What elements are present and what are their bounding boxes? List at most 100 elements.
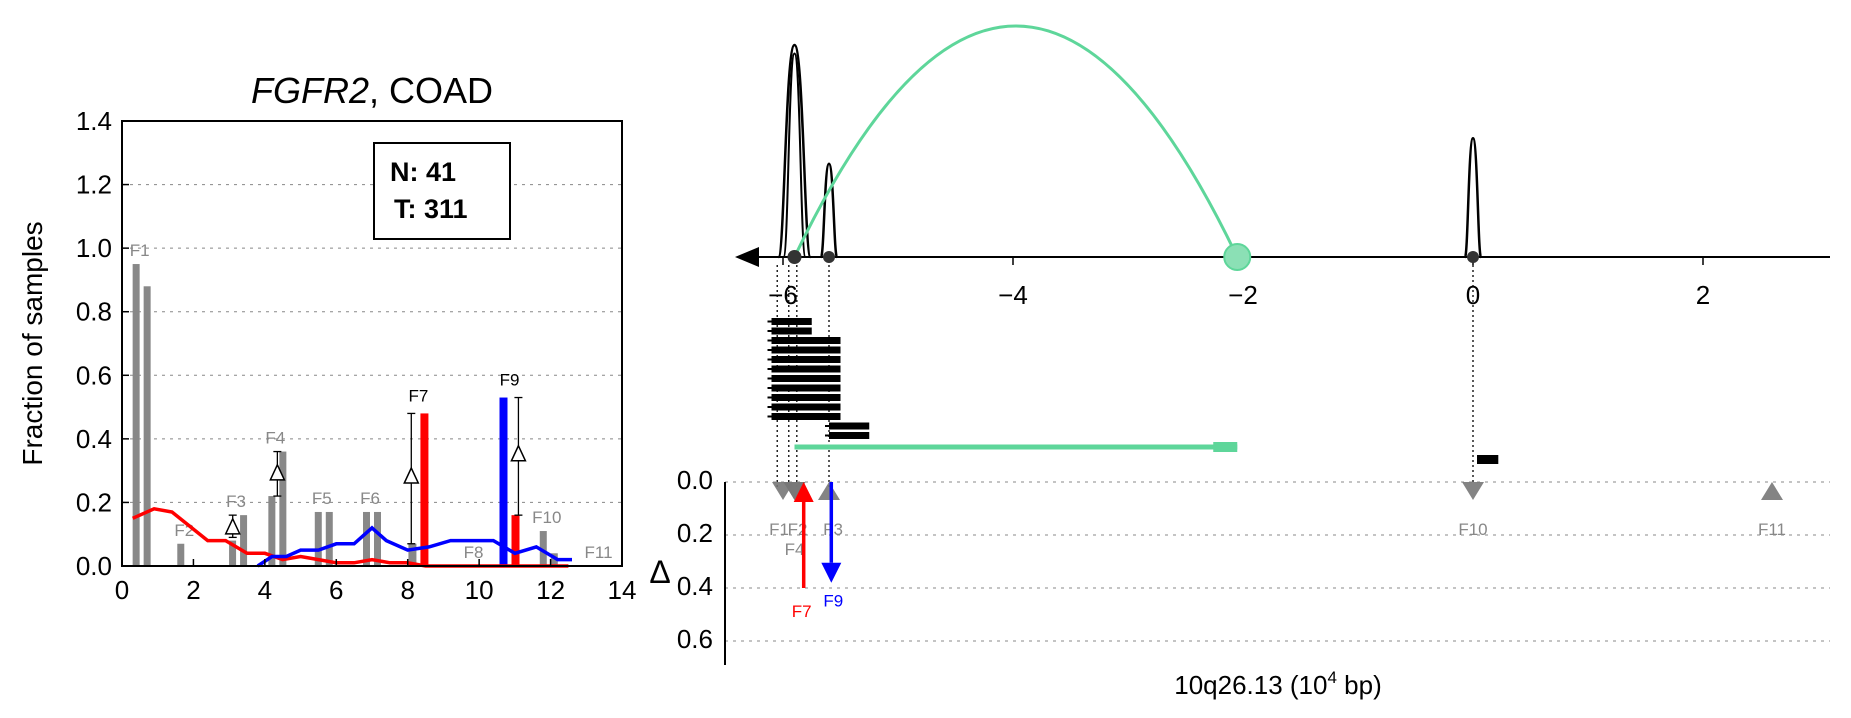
y-tick-label: 0.4 [76,424,112,454]
strand-arrow-icon [735,247,759,267]
sample-count-box: N: 41 T: 311 [373,142,511,240]
x-tick-label: 10 [465,575,494,605]
normal-bar-f9 [499,397,508,566]
tumor-count-label: T: 311 [394,194,468,224]
y-tick-label: 1.2 [76,170,112,200]
feature-label-f5: F5 [312,489,332,508]
delta-triangle-marker [269,463,286,481]
coverage-peak [1463,137,1483,259]
tumor-bar-f10 [550,553,558,566]
x-tick-label: 2 [186,575,200,605]
genomic-tick-label: −4 [998,280,1028,310]
normal-count-label: N: 41 [390,157,456,187]
delta-tick-label: 0.4 [677,571,713,601]
transcript-tracks [767,318,1499,464]
transcript-exon [829,432,870,439]
genomic-axis-label-tail: bp) [1337,670,1382,700]
transcript-exon [771,318,812,325]
transcript-exon [771,403,841,411]
genomic-tick-label: 2 [1696,280,1710,310]
delta-feature-label-f10: F10 [1458,520,1487,539]
left-gridlines [122,184,622,503]
exon-dot [823,251,835,263]
delta-feature-label-f1: F1 [769,520,789,539]
delta-arrow-head [821,562,842,583]
transcript-exon [771,413,841,420]
normal-bar-f2 [177,543,185,566]
transcript-exon [771,327,812,335]
feature-label-f1: F1 [130,241,150,260]
delta-triangle-marker [510,443,527,462]
y-tick-label: 0.6 [76,360,112,390]
genomic-tick-label: −6 [768,280,798,310]
chart-title-gene: FGFR2 [251,70,369,111]
coverage-peak [782,52,807,258]
tumor-bar-f9 [511,515,520,566]
exon-dot [787,250,802,264]
feature-label-f4: F4 [265,429,285,448]
highlight-transcript-exon [1213,442,1238,452]
x-tick-label: 6 [329,575,343,605]
exon-dot [1467,251,1479,263]
genomic-axis-label: 10q26.13 (104 bp) [1174,668,1382,700]
normal-bar-f4 [268,496,276,566]
feature-label-f11: F11 [585,543,613,562]
transcript-exon [829,422,870,430]
left-axis-ticks: 0.0 0.2 0.4 0.6 0.8 1.0 1.2 1.4 0 2 4 6 8 10 12 14 [76,106,637,605]
delta-markers [224,396,527,545]
sample-count-box-frame [373,142,511,240]
delta-triangle-marker [403,466,420,484]
delta-feature-triangle [1761,482,1783,500]
y-tick-label: 0.0 [76,551,112,581]
coverage-peak [819,162,839,259]
x-tick-label: 0 [115,575,129,605]
left-y-axis-label: Fraction of samples [17,221,48,465]
genomic-tick-label: −2 [1228,280,1258,310]
feature-guide-lines [776,265,1474,488]
y-tick-label: 1.4 [76,106,112,136]
delta-feature-triangle [1462,482,1484,500]
tumor-bar-f3 [240,515,248,566]
feature-label-f7: F7 [409,386,429,405]
transcript-exon [771,375,841,382]
genomic-axis-label-exp: 4 [1327,668,1336,687]
delta-feature-triangle [818,482,840,500]
delta-feature-label-f11: F11 [1758,520,1786,539]
coverage-peaks [777,43,1483,259]
feature-label-f9: F9 [500,371,520,390]
delta-triangle-marker [224,517,241,535]
x-tick-label: 14 [608,575,637,605]
delta-feature-triangle [783,482,806,500]
coverage-peak [777,43,812,259]
tumor-bar-f1 [143,286,151,566]
tumor-bar-f6 [374,511,381,566]
feature-label-f8: F8 [464,543,484,562]
normal-bar-f1 [132,264,140,566]
genomic-axis: −6 −4 −2 0 2 [735,247,1830,310]
x-tick-label: 12 [536,575,565,605]
delta-axis-label: Δ [649,554,670,590]
normal-bar-f6 [363,511,370,566]
tumor-bar-f7 [420,413,429,566]
normal-bar-f7 [408,543,417,566]
feature-label-f6: F6 [360,489,380,508]
normal-bar-f10 [539,531,547,566]
delta-arrow-head [793,482,814,502]
transcript-exon [1477,455,1499,464]
chart-title-rest: , COAD [369,70,493,111]
y-tick-label: 1.0 [76,233,112,263]
transcript-exon [771,394,841,401]
delta-tick-label: 0.0 [677,465,713,495]
junction-dots [787,243,1479,271]
transcript-exon [771,337,841,344]
transcript-exon [771,356,841,363]
left-plot-frame [121,120,623,567]
delta-tick-label: 0.6 [677,624,713,654]
transcript-exon [771,384,841,392]
y-tick-label: 0.8 [76,297,112,327]
feature-label-f10: F10 [532,508,561,527]
delta-tick-label: 0.2 [677,518,713,548]
normal-bar-f5 [314,511,322,566]
tumor-bar-f4 [279,451,287,566]
